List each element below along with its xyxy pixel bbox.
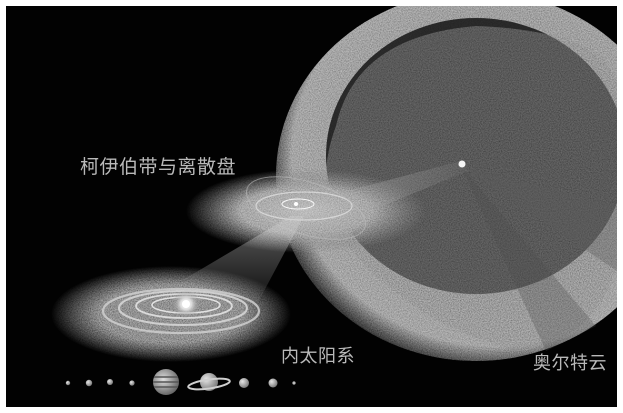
neptune-icon (268, 378, 278, 388)
venus-icon (85, 379, 93, 387)
pluto-icon (292, 381, 296, 385)
oort-cloud (276, 6, 617, 361)
solar-system-diagram: 柯伊伯带与离散盘 内太阳系 奥尔特云 (6, 6, 617, 407)
mars-icon (129, 380, 135, 386)
saturn-icon (187, 373, 231, 391)
uranus-icon (239, 378, 249, 388)
inner-solar-system-label: 内太阳系 (281, 346, 355, 367)
earth-icon (107, 379, 113, 385)
mercury-icon (65, 380, 71, 386)
kuiper-belt (186, 169, 426, 253)
oort-cloud-label: 奥尔特云 (533, 353, 607, 374)
planets-row (65, 369, 296, 395)
jupiter-icon (153, 369, 179, 395)
diagram-graphics (51, 6, 617, 395)
kuiper-belt-label: 柯伊伯带与离散盘 (80, 156, 237, 178)
oort-marker (458, 160, 466, 168)
inner-solar-system (51, 266, 291, 362)
